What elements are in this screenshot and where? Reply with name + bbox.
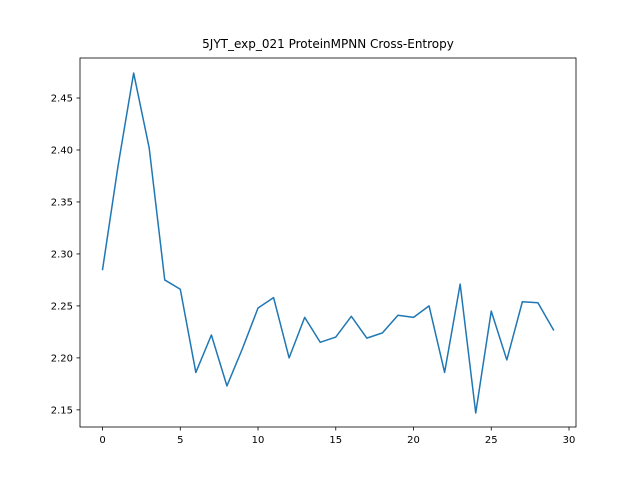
x-tick-label: 20 <box>407 435 420 446</box>
x-tick-label: 25 <box>485 435 498 446</box>
y-tick-label: 2.25 <box>51 301 73 312</box>
series-line <box>101 72 555 414</box>
x-tick-label: 0 <box>99 435 105 446</box>
x-tick-label: 15 <box>329 435 342 446</box>
y-tick-label: 2.40 <box>51 145 73 156</box>
plot-area: 0 5 10 15 20 25 30 2.15 2.20 2.25 2.30 2.35 2.40 2.45 <box>51 57 577 446</box>
y-tick-label: 2.35 <box>51 197 73 208</box>
chart-title: 5JYT_exp_021 ProteinMPNN Cross-Entropy <box>202 37 454 51</box>
x-tick-label: 30 <box>563 435 576 446</box>
y-tick-label: 2.15 <box>51 405 73 416</box>
y-tick-label: 2.45 <box>51 94 73 105</box>
x-tick-label: 5 <box>177 435 183 446</box>
y-tick-label: 2.30 <box>51 249 73 260</box>
axes-frame <box>79 57 577 428</box>
y-tick-label: 2.20 <box>51 353 73 364</box>
x-tick-label: 10 <box>252 435 265 446</box>
